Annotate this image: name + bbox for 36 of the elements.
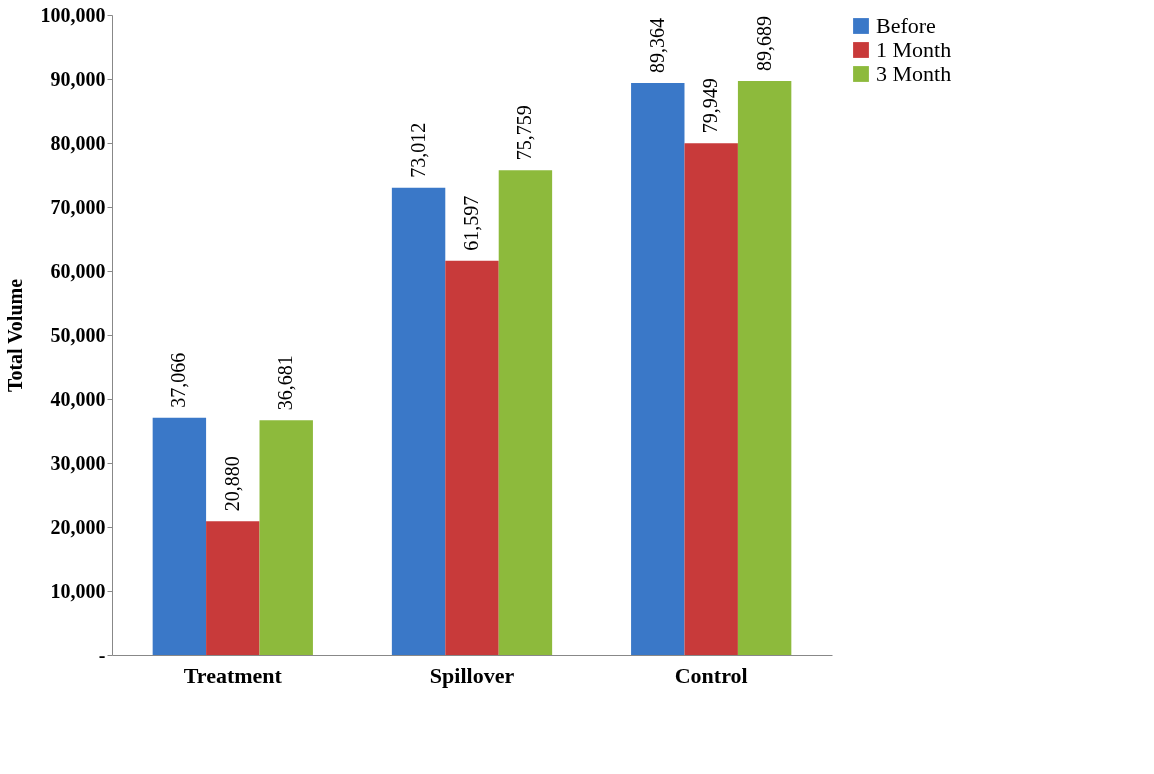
bar	[445, 260, 499, 655]
data-label: 79,949	[699, 78, 722, 134]
y-tick-label: -	[98, 643, 106, 666]
x-tick-label: Spillover	[429, 662, 515, 688]
x-tick-label: Treatment	[183, 662, 283, 688]
data-label: 61,597	[460, 195, 482, 251]
legend-label: 3 Month	[876, 61, 952, 86]
data-label: 75,759	[513, 105, 536, 161]
bar	[498, 170, 553, 655]
y-tick-label: 80,000	[50, 131, 106, 154]
bar	[152, 417, 207, 655]
y-tick-label: 50,000	[50, 323, 106, 346]
y-tick-label: 20,000	[50, 515, 106, 538]
bar	[737, 80, 792, 655]
data-label: 89,689	[752, 15, 775, 71]
y-tick-label: 90,000	[50, 67, 106, 90]
bar	[391, 187, 446, 655]
legend-label: Before	[876, 13, 936, 38]
y-tick-label: 60,000	[50, 259, 106, 282]
y-axis-title: Total Volume	[3, 278, 26, 393]
bar	[206, 521, 260, 655]
x-tick-label: Control	[674, 662, 748, 688]
data-label: 36,681	[274, 355, 297, 411]
y-tick-label: 100,000	[40, 3, 106, 26]
data-label: 20,880	[220, 456, 243, 512]
y-tick-label: 30,000	[50, 451, 106, 474]
y-tick-label: 40,000	[50, 387, 106, 410]
data-label: 37,066	[167, 352, 190, 408]
bar	[631, 83, 685, 655]
legend-label: 1 Month	[876, 37, 952, 62]
bar	[684, 143, 738, 655]
y-tick-label: 10,000	[50, 579, 106, 602]
y-tick-label: 70,000	[50, 195, 106, 218]
data-label: 73,012	[406, 122, 429, 178]
bar	[259, 420, 313, 655]
data-label: 89,364	[645, 18, 668, 74]
